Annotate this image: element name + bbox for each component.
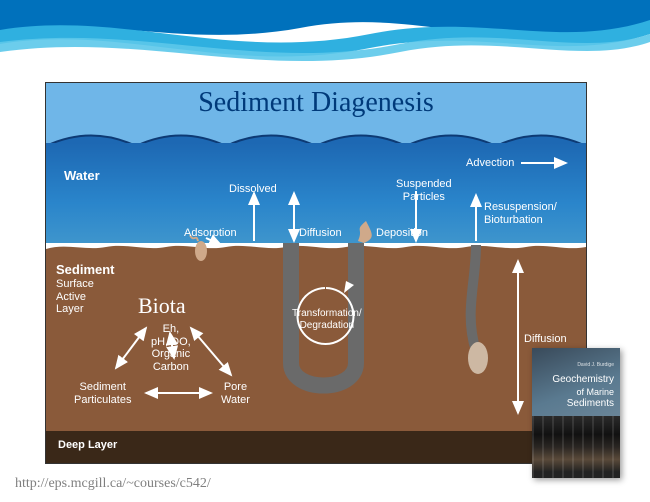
book-title-1: Geochemistry xyxy=(532,374,614,387)
label-sediment: Sediment xyxy=(56,263,115,278)
label-sediment-particulates: Sediment Particulates xyxy=(74,381,131,406)
diagram-title: Sediment Diagenesis xyxy=(46,87,586,119)
book-author: David J. Burdige xyxy=(532,362,614,368)
label-diffusion: Diffusion xyxy=(299,227,342,240)
sediment-diagenesis-diagram: Sediment Diagenesis xyxy=(45,82,587,464)
label-transformation: Transformation/ Degradation xyxy=(292,308,362,331)
label-surface-active-layer: Surface Active Layer xyxy=(56,278,94,316)
label-deposition: Deposition xyxy=(376,227,428,240)
label-dissolved: Dissolved xyxy=(229,183,277,196)
label-deep-layer: Deep Layer xyxy=(58,439,117,452)
label-adsorption: Adsorption xyxy=(184,227,237,240)
book-cover-bottom xyxy=(532,416,620,478)
book-title-2: of Marine xyxy=(532,387,614,398)
book-cover: David J. Burdige Geochemistry of Marine … xyxy=(532,348,620,478)
source-url: http://eps.mcgill.ca/~courses/c542/ xyxy=(15,476,211,492)
label-water: Water xyxy=(64,169,100,184)
book-cover-top: David J. Burdige Geochemistry of Marine … xyxy=(532,348,620,416)
book-title-3: Sediments xyxy=(532,398,614,411)
label-pore-water: Pore Water xyxy=(221,381,250,406)
label-advection: Advection xyxy=(466,157,514,170)
label-diffusion2: Diffusion xyxy=(524,333,567,346)
label-suspended-particles: Suspended Particles xyxy=(396,178,452,203)
header-wave xyxy=(0,0,650,78)
label-biota: Biota xyxy=(138,293,186,319)
label-chem: Eh, pH, DO, Organic Carbon xyxy=(151,323,191,374)
label-resuspension: Resuspension/ Bioturbation xyxy=(484,201,557,226)
